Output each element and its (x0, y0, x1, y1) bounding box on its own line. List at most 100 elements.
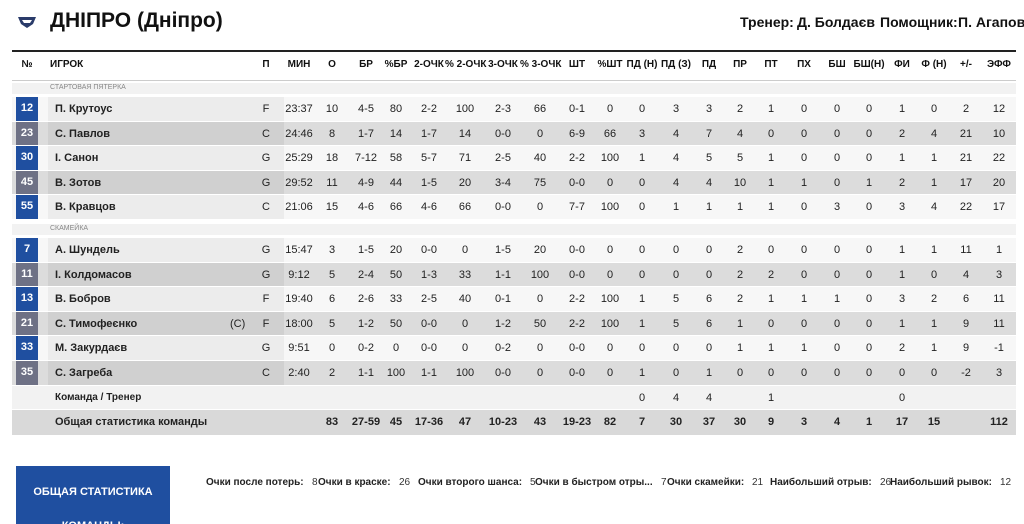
player-background (48, 146, 284, 170)
player-number: 12 (16, 97, 38, 121)
stat-cell: 2-3 (495, 103, 511, 115)
player-background (48, 97, 284, 121)
stat-cell: 3 (705, 103, 713, 115)
stat-cell: 4 (736, 127, 744, 140)
stat-cell: 4-9 (358, 176, 374, 189)
column-header: 2-ОЧК (414, 59, 444, 70)
stat-cell: 5 (328, 317, 336, 330)
player-background (48, 336, 284, 360)
column-header: ПД (Н) (626, 59, 658, 70)
column-header: ПД (З) (660, 59, 691, 70)
stat-cell: 17 (992, 201, 1006, 214)
stat-cell: 1 (767, 293, 775, 306)
stat-cell: 0-0 (495, 201, 511, 214)
stat-cell: 0 (536, 127, 544, 140)
stat-cell: 2-4 (358, 268, 374, 281)
stat-cell: 1 (736, 342, 744, 355)
stat-cell: 2 (736, 293, 744, 306)
stat-cell: 0 (328, 342, 336, 355)
stat-cell: 1 (672, 201, 680, 214)
stat-cell: 1 (898, 268, 906, 281)
player-name: В. Бобров (55, 293, 111, 306)
stat-cell: 2-5 (495, 152, 511, 165)
stat-cell: 0 (833, 367, 841, 379)
stat-cell: 75 (533, 176, 547, 189)
stat-cell: 0 (833, 342, 841, 355)
stat-cell: 7 (705, 127, 713, 140)
stat-cell: 66 (389, 201, 403, 214)
header-border (12, 80, 1016, 81)
stat-cell: 1 (898, 317, 906, 330)
player-number: 33 (16, 336, 38, 360)
stat-cell: 0 (705, 268, 713, 281)
stat-cell: 58 (389, 152, 403, 165)
stat-cell: 4 (962, 268, 970, 281)
stat-cell: 2 (898, 342, 906, 355)
assistant-label: Помощник: (880, 14, 958, 30)
summary-label: Наибольший рывок: (890, 477, 992, 488)
summary-label: Очки в быстром отры... (535, 477, 653, 488)
stat-cell: 24:46 (285, 127, 313, 140)
stat-cell: 0 (930, 103, 938, 115)
captain-mark: (C) (230, 317, 246, 330)
stat-cell: 1-1 (421, 367, 437, 379)
stat-cell: G (261, 268, 271, 281)
summary-label: Очки второго шанса: (418, 477, 523, 488)
stat-cell: 2-6 (358, 293, 374, 306)
stat-cell: 3 (833, 201, 841, 214)
player-name: П. Крутоус (55, 103, 113, 115)
stat-cell: 9 (962, 342, 970, 355)
stat-cell: 21:06 (285, 201, 313, 214)
stat-cell: G (261, 152, 271, 165)
stat-cell: F (262, 103, 270, 115)
stat-cell: 50 (533, 317, 547, 330)
stat-cell: 1-2 (358, 317, 374, 330)
player-number: 7 (16, 238, 38, 262)
player-number: 35 (16, 361, 38, 385)
stat-cell: 1 (767, 176, 775, 189)
stat-cell: 0-0 (421, 342, 437, 355)
stat-cell: 0 (800, 244, 808, 256)
stat-cell: 1 (638, 293, 646, 306)
stat-cell: 40 (458, 293, 472, 306)
column-header: МИН (287, 59, 311, 70)
stat-cell: 27-59 (351, 416, 381, 429)
stat-cell: 0 (833, 176, 841, 189)
stat-cell: 1 (898, 103, 906, 115)
player-number: 11 (16, 262, 38, 287)
column-header: БШ (828, 59, 846, 70)
assistant-name: П. Агапов (958, 14, 1024, 30)
stat-cell: 33 (389, 293, 403, 306)
stat-cell: 0 (638, 391, 646, 404)
stat-cell: 22 (959, 201, 973, 214)
stat-cell: 0 (606, 103, 614, 115)
stat-cell: 0 (536, 367, 544, 379)
stat-cell: 0 (833, 268, 841, 281)
stat-cell: 0 (865, 152, 873, 165)
stat-cell: 5 (736, 152, 744, 165)
stat-cell: 10 (992, 127, 1006, 140)
stat-cell: 4 (705, 176, 713, 189)
stat-cell: 3 (638, 127, 646, 140)
column-header: ПР (733, 59, 747, 70)
stat-cell: F (262, 317, 270, 330)
column-header: Ф (Н) (921, 59, 947, 70)
stat-cell: 4-5 (358, 103, 374, 115)
stat-cell: 0 (461, 317, 469, 330)
stat-cell: 4 (705, 391, 713, 404)
stat-cell: 10 (733, 176, 747, 189)
stat-cell: 1-2 (495, 317, 511, 330)
stat-cell: 6 (328, 293, 336, 306)
stat-cell: 3 (328, 244, 336, 256)
player-background (48, 287, 284, 311)
stat-cell: 10 (325, 103, 339, 115)
stat-cell: 2 (767, 268, 775, 281)
stat-cell: 9:12 (288, 268, 310, 281)
player-background (48, 262, 284, 287)
stat-cell: 0 (638, 342, 646, 355)
player-background (48, 238, 284, 262)
stat-cell: 0 (638, 268, 646, 281)
stat-cell: 0 (800, 127, 808, 140)
stat-cell: 0 (898, 367, 906, 379)
stat-cell: 0 (672, 244, 680, 256)
